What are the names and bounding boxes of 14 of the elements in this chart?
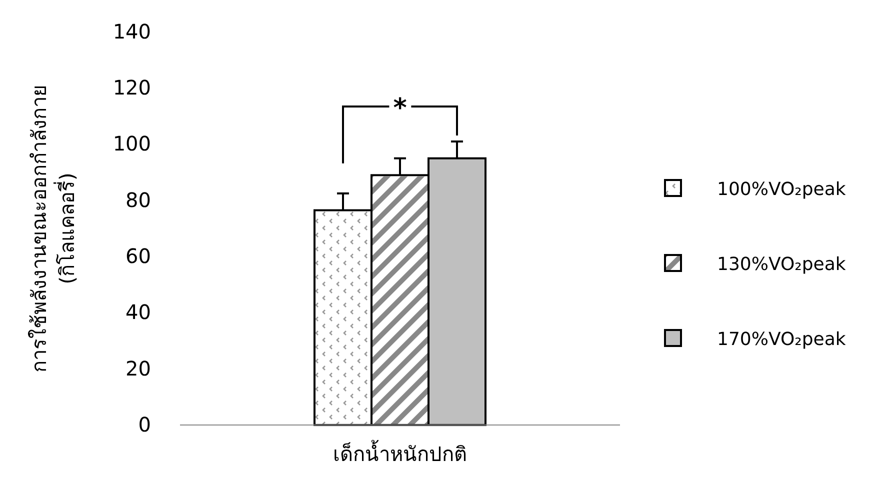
- y-axis-title: การใช้พลังงานขณะออกกำลังกาย (กิโลแคลอรี่): [27, 84, 79, 372]
- legend-label: 170%VO₂peak: [717, 329, 846, 350]
- y-tick-label: 20: [126, 356, 151, 380]
- legend-label: 100%VO₂peak: [717, 179, 846, 200]
- y-tick-label: 140: [112, 19, 151, 44]
- annotation: *: [393, 93, 408, 124]
- y-tick-label: 0: [138, 412, 151, 436]
- y-tick-label: 100: [112, 132, 151, 156]
- y-tick-label: 80: [126, 188, 151, 212]
- y-tick-label: 60: [126, 244, 151, 268]
- legend-label: 130%VO₂peak: [717, 254, 846, 275]
- x-tick-label: เด็กน้ำหนักปกติ: [333, 440, 467, 466]
- y-tick-label: 40: [126, 300, 151, 324]
- y-tick-label: 120: [112, 76, 151, 100]
